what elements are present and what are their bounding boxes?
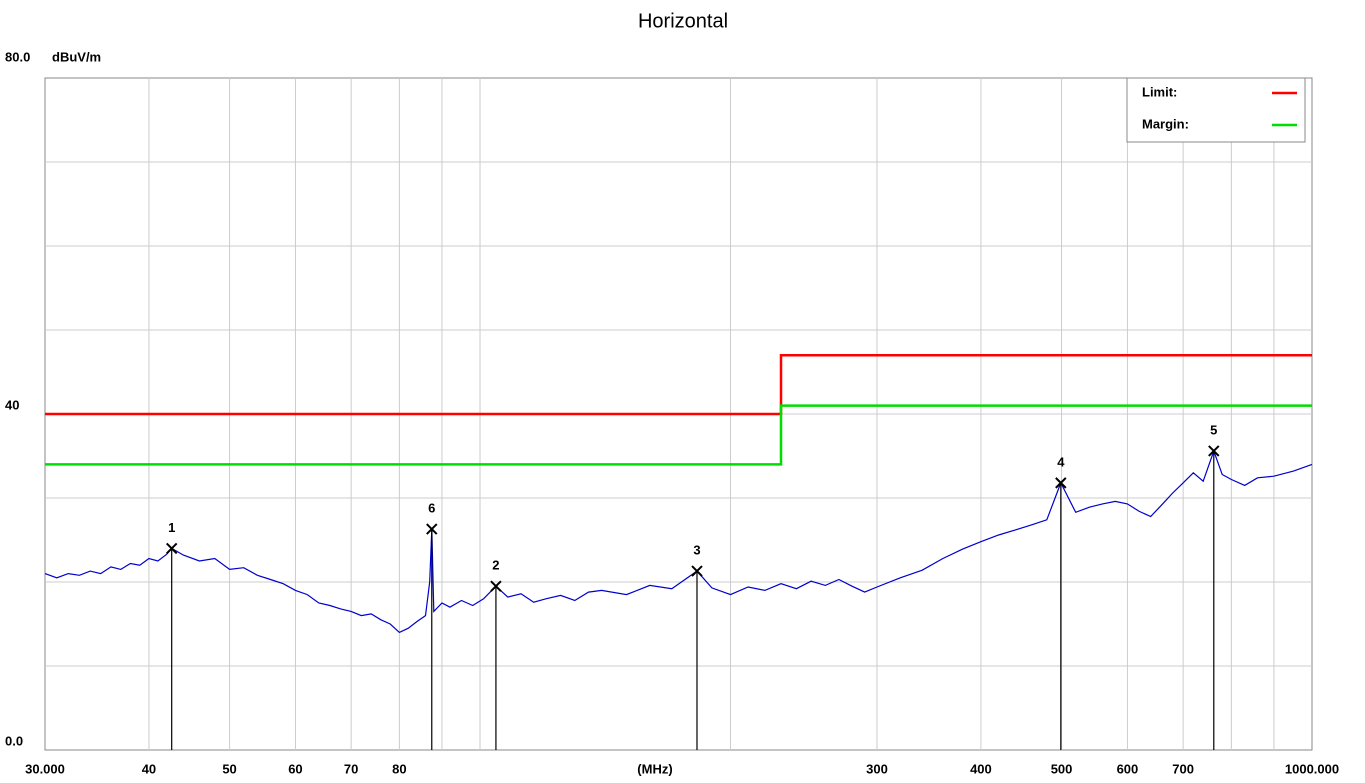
- x-tick-label: 700: [1172, 761, 1194, 776]
- marker-label: 3: [693, 543, 700, 558]
- limit-line: [45, 404, 1312, 466]
- limit-line: [45, 353, 1312, 416]
- x-tick-label: 40: [142, 761, 156, 776]
- x-tick-label: 50: [222, 761, 236, 776]
- marker-label: 4: [1057, 454, 1065, 469]
- trace-line: [44, 449, 1313, 634]
- y-tick-label: 80.0: [5, 49, 30, 64]
- x-tick-label: 1000.000: [1285, 761, 1339, 776]
- y-tick-label: 40: [5, 397, 19, 412]
- y-axis-label: dBuV/m: [52, 49, 101, 64]
- legend-label: Margin:: [1142, 116, 1189, 131]
- marker-label: 5: [1210, 422, 1217, 437]
- x-tick-label: 600: [1117, 761, 1139, 776]
- x-tick-label: 80: [392, 761, 406, 776]
- marker-label: 1: [168, 520, 175, 535]
- marker-label: 6: [428, 501, 435, 516]
- x-tick-label: 70: [344, 761, 358, 776]
- marker-label: 2: [492, 558, 499, 573]
- x-tick-label: 60: [288, 761, 302, 776]
- x-tick-label: 400: [970, 761, 992, 776]
- x-tick-label: 300: [866, 761, 888, 776]
- legend: [1126, 77, 1306, 143]
- legend-label: Limit:: [1142, 84, 1177, 99]
- y-tick-label: 0.0: [5, 733, 23, 748]
- marker: [490, 580, 502, 592]
- x-tick-label: 500: [1051, 761, 1073, 776]
- x-tick-label: 30.000: [25, 761, 65, 776]
- x-axis-label: (MHz): [637, 761, 672, 776]
- marker: [1208, 445, 1220, 457]
- marker: [1055, 477, 1067, 489]
- marker: [165, 542, 178, 555]
- marker: [426, 523, 438, 535]
- chart-title: Horizontal: [638, 10, 728, 32]
- marker: [691, 565, 703, 577]
